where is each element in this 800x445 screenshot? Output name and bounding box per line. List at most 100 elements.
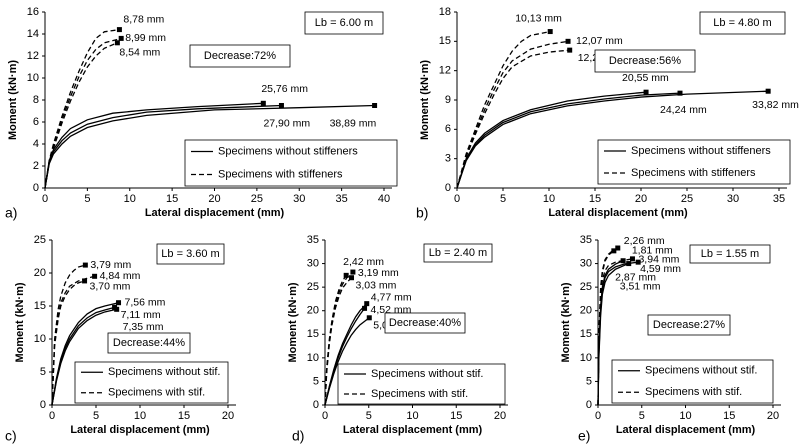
- y-tick-label: 5: [40, 366, 46, 378]
- panel-label: d): [292, 428, 304, 444]
- legend-box: [597, 139, 791, 185]
- y-tick-label: 10: [27, 72, 39, 84]
- end-marker: [114, 40, 120, 46]
- y-axis-title: Moment (kN·m): [14, 282, 26, 362]
- curve: [456, 30, 551, 189]
- y-tick-label: 2: [33, 160, 39, 172]
- x-tick-label: 20: [222, 410, 234, 422]
- curve: [456, 91, 647, 189]
- end-label: 3,79 mm: [90, 259, 131, 271]
- annotation-box: [384, 312, 466, 334]
- end-label: 7,56 mm: [125, 296, 166, 308]
- x-tick-label: 0: [49, 410, 55, 422]
- curve: [456, 90, 769, 189]
- y-tick-label: 9: [445, 94, 451, 106]
- end-label: 4,59 mm: [640, 263, 681, 275]
- y-tick-label: 10: [580, 352, 592, 364]
- legend-box: [184, 139, 398, 187]
- x-tick-label: 15: [450, 410, 462, 422]
- end-marker: [635, 259, 641, 265]
- y-tick-label: 30: [307, 257, 319, 269]
- end-marker: [643, 89, 649, 95]
- panel-label: a): [5, 205, 17, 221]
- x-tick-label: 15: [166, 193, 178, 205]
- annotation: Lb = 6.00 m: [315, 17, 373, 29]
- end-marker: [677, 90, 683, 96]
- end-label: 20,55 mm: [622, 72, 669, 84]
- end-marker: [278, 103, 284, 108]
- x-tick-label: 25: [251, 193, 263, 205]
- panel: 0 2 4 6 8 10 12 14 16 0 5 10 15 20 25 30 35 40 Lateral dis…: [5, 6, 398, 221]
- y-tick-label: 15: [307, 328, 319, 340]
- x-tick-label: 10: [543, 193, 555, 205]
- x-axis-title: Lateral displacement (mm): [145, 207, 285, 219]
- legend-label: Specimens with stiffeners: [631, 167, 756, 179]
- end-label: 10,13 mm: [515, 12, 562, 24]
- end-marker: [611, 248, 617, 254]
- y-tick-label: 6: [33, 116, 39, 128]
- x-tick-label: 20: [494, 410, 506, 422]
- x-tick-label: 5: [93, 410, 99, 422]
- y-tick-label: 35: [307, 234, 319, 246]
- legend-label: Specimens without stiffeners: [218, 145, 358, 157]
- end-label: 8,99 mm: [125, 32, 166, 44]
- annotation: Decrease:56%: [609, 55, 681, 67]
- y-tick-label: 15: [580, 328, 592, 340]
- end-label: 4,84 mm: [100, 270, 141, 282]
- end-label: 38,89 mm: [330, 117, 377, 129]
- x-tick-label: 5: [84, 193, 90, 205]
- y-tick-label: 0: [313, 399, 319, 411]
- y-tick-label: 12: [27, 50, 39, 62]
- y-tick-label: 3: [445, 153, 451, 165]
- y-tick-label: 18: [439, 6, 451, 18]
- y-tick-label: 12: [439, 65, 451, 77]
- y-tick-label: 20: [580, 305, 592, 317]
- x-tick-label: 20: [635, 193, 647, 205]
- x-tick-label: 0: [454, 193, 460, 205]
- end-marker: [372, 103, 378, 108]
- y-tick-label: 0: [586, 399, 592, 411]
- x-tick-label: 0: [42, 193, 48, 205]
- end-label: 8,78 mm: [123, 13, 164, 25]
- y-tick-label: 25: [34, 234, 46, 246]
- x-axis-title: Lateral displacement (mm): [343, 424, 483, 436]
- legend-label: Specimens with stiffeners: [218, 168, 343, 180]
- end-marker: [626, 261, 632, 267]
- x-tick-label: 40: [378, 193, 390, 205]
- y-tick-label: 5: [313, 375, 319, 387]
- end-label: 25,76 mm: [261, 83, 308, 95]
- end-marker: [366, 315, 372, 321]
- x-tick-label: 5: [500, 193, 506, 205]
- curve: [324, 317, 370, 406]
- end-marker: [547, 29, 553, 35]
- end-marker: [620, 258, 626, 264]
- annotation-box: [594, 49, 696, 73]
- end-marker: [615, 245, 621, 251]
- x-axis-title: Lateral displacement (mm): [548, 207, 688, 219]
- annotation-box: [647, 314, 731, 336]
- end-marker: [765, 88, 771, 94]
- panel-label: b): [416, 205, 428, 221]
- end-label: 3,94 mm: [638, 254, 679, 266]
- annotation: Decrease:40%: [389, 317, 461, 329]
- legend-label: Specimens without stif.: [108, 366, 221, 378]
- end-marker: [82, 262, 88, 268]
- y-axis-title: Moment (kN·m): [419, 60, 431, 140]
- y-tick-label: 0: [33, 182, 39, 194]
- curve: [456, 40, 569, 189]
- y-tick-label: 10: [34, 333, 46, 345]
- x-tick-label: 30: [727, 193, 739, 205]
- legend-label: Specimens without stiffeners: [631, 145, 771, 157]
- x-tick-label: 10: [124, 193, 136, 205]
- end-label: 24,24 mm: [660, 104, 707, 116]
- end-marker: [118, 35, 124, 41]
- y-tick-label: 16: [27, 6, 39, 18]
- y-tick-label: 6: [445, 123, 451, 135]
- y-tick-label: 8: [33, 94, 39, 106]
- annotation: Lb = 1.55 m: [701, 248, 759, 260]
- y-tick-label: 25: [307, 281, 319, 293]
- end-marker: [82, 278, 88, 284]
- end-marker: [629, 256, 635, 262]
- end-marker: [114, 306, 120, 312]
